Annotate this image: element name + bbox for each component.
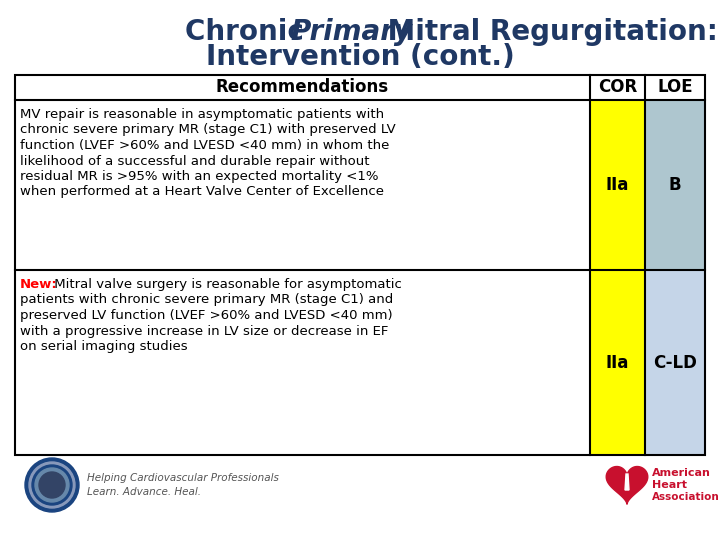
Text: American: American xyxy=(652,468,711,478)
Bar xyxy=(645,270,705,455)
Text: likelihood of a successful and durable repair without: likelihood of a successful and durable r… xyxy=(20,154,369,167)
Text: B: B xyxy=(669,176,681,194)
Text: Helping Cardiovascular Professionals: Helping Cardiovascular Professionals xyxy=(87,473,279,483)
Text: COR: COR xyxy=(598,78,637,97)
Text: Intervention (cont.): Intervention (cont.) xyxy=(206,43,514,71)
Text: residual MR is >95% with an expected mortality <1%: residual MR is >95% with an expected mor… xyxy=(20,170,379,183)
Circle shape xyxy=(25,458,79,512)
Circle shape xyxy=(29,462,75,508)
Text: preserved LV function (LVEF >60% and LVESD <40 mm): preserved LV function (LVEF >60% and LVE… xyxy=(20,309,392,322)
Circle shape xyxy=(35,468,69,502)
Text: with a progressive increase in LV size or decrease in EF: with a progressive increase in LV size o… xyxy=(20,325,388,338)
Text: C-LD: C-LD xyxy=(653,354,697,372)
Bar xyxy=(590,270,645,455)
Text: Recommendations: Recommendations xyxy=(216,78,389,97)
Text: MV repair is reasonable in asymptomatic patients with: MV repair is reasonable in asymptomatic … xyxy=(20,108,384,121)
Text: IIa: IIa xyxy=(606,176,629,194)
Text: chronic severe primary MR (stage C1) with preserved LV: chronic severe primary MR (stage C1) wit… xyxy=(20,124,396,137)
Text: on serial imaging studies: on serial imaging studies xyxy=(20,340,188,353)
Circle shape xyxy=(39,472,65,498)
Text: Association®: Association® xyxy=(652,492,720,502)
Text: Learn. Advance. Heal.: Learn. Advance. Heal. xyxy=(87,487,201,497)
Text: New:: New: xyxy=(20,278,58,291)
Text: Chronic: Chronic xyxy=(185,18,313,46)
Text: IIa: IIa xyxy=(606,354,629,372)
Polygon shape xyxy=(625,474,629,490)
Bar xyxy=(590,100,645,270)
Circle shape xyxy=(32,465,72,505)
Text: Mitral valve surgery is reasonable for asymptomatic: Mitral valve surgery is reasonable for a… xyxy=(50,278,402,291)
Text: Primary: Primary xyxy=(290,18,412,46)
Text: when performed at a Heart Valve Center of Excellence: when performed at a Heart Valve Center o… xyxy=(20,186,384,199)
Text: Mitral Regurgitation:: Mitral Regurgitation: xyxy=(378,18,718,46)
Text: Heart: Heart xyxy=(652,480,687,490)
Text: LOE: LOE xyxy=(657,78,693,97)
Text: function (LVEF >60% and LVESD <40 mm) in whom the: function (LVEF >60% and LVESD <40 mm) in… xyxy=(20,139,390,152)
Text: patients with chronic severe primary MR (stage C1) and: patients with chronic severe primary MR … xyxy=(20,294,393,307)
Bar xyxy=(645,100,705,270)
Polygon shape xyxy=(606,467,648,504)
Bar xyxy=(15,75,705,455)
